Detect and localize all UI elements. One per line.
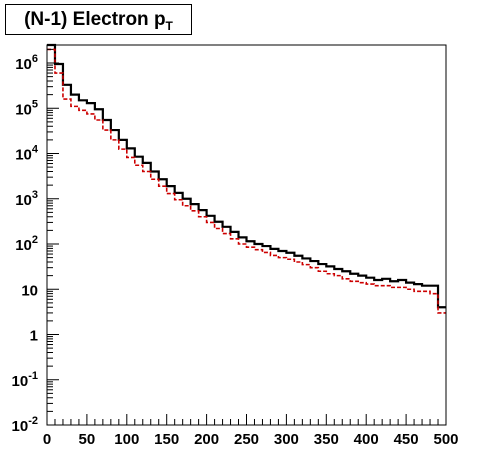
x-tick-label: 150 (154, 431, 179, 448)
y-axis: 10-2 10-1 1 10 102 103 104 105 106 (12, 48, 59, 435)
plot-frame (46, 44, 447, 426)
x-tick-label: 350 (314, 431, 339, 448)
chart-title-subscript: T (165, 19, 173, 33)
y-tick-label: 106 (15, 53, 38, 73)
series-0-histogram (47, 43, 446, 309)
x-tick-label: 300 (274, 431, 299, 448)
x-tick-label: 250 (234, 431, 259, 448)
x-tick-label: 50 (79, 431, 96, 448)
chart-title: (N-1) Electron pT (5, 4, 192, 35)
y-tick-label: 10 (21, 282, 38, 299)
x-tick-label: 450 (394, 431, 419, 448)
x-tick-label: 400 (354, 431, 379, 448)
x-axis: 0 50 100 150 200 250 300 350 400 450 500 (43, 414, 459, 448)
x-tick-label: 200 (194, 431, 219, 448)
y-tick-label: 105 (15, 98, 38, 118)
y-tick-label: 1 (30, 328, 38, 345)
series-layer (47, 43, 446, 314)
y-tick-label: 103 (15, 189, 38, 209)
y-tick-label: 104 (15, 144, 39, 164)
y-tick-label: 102 (15, 234, 38, 254)
y-tick-label: 10-2 (12, 415, 38, 435)
chart-title-text: (N-1) Electron p (24, 9, 166, 30)
x-tick-label: 0 (43, 431, 51, 448)
x-tick-label: 100 (114, 431, 139, 448)
series-1-histogram (47, 48, 446, 314)
x-tick-label: 500 (433, 431, 458, 448)
y-tick-label: 10-1 (12, 370, 38, 390)
